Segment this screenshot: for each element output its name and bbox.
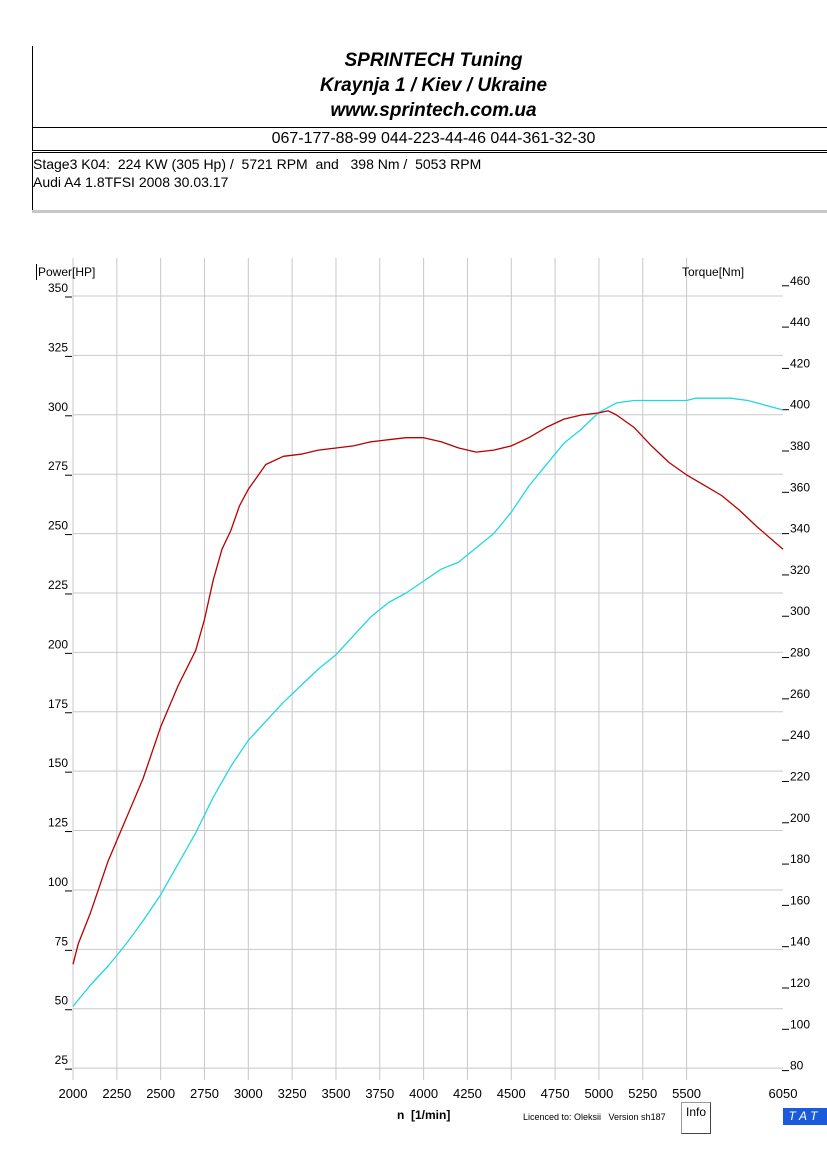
y-right-tick-label: 200 [790,811,810,825]
run-summary: Stage3 K04: 224 KW (305 Hp) / 5721 RPM a… [33,156,482,172]
y-right-tick-label: 180 [790,852,810,866]
x-tick-label: 6050 [769,1086,798,1101]
info-left-border [32,152,33,210]
y-right-tick-label: 300 [790,604,810,618]
address-line: Kraynja 1 / Kiev / Ukraine [319,75,548,96]
x-tick-label: 4500 [497,1086,526,1101]
y-right-tick-label: 380 [790,439,810,453]
y-left-tick-label: 350 [48,281,68,295]
y-axis-right-title: Torque[Nm] [682,265,745,279]
vehicle-info: Audi A4 1.8TFSI 2008 30.03.17 [33,174,229,190]
x-tick-label: 5250 [628,1086,657,1101]
power-curve-line [72,397,784,1007]
y-right-tick-label: 320 [790,563,810,577]
y-right-tick-label: 100 [790,1017,810,1031]
header-separator-top [32,127,827,128]
tat-badge: TAT [783,1108,827,1125]
x-tick-label: 3250 [278,1086,307,1101]
y-axis-left-title-marker [36,264,37,280]
y-right-tick-label: 340 [790,522,810,536]
y-left-tick-label: 125 [48,816,68,830]
y-axis-left-title: Power[HP] [38,265,96,279]
y-right-tick-label: 140 [790,935,810,949]
y-right-tick-label: 120 [790,976,810,990]
y-right-tick-label: 160 [790,893,810,907]
torque-curve-line [72,410,784,965]
info-button[interactable]: Info [681,1102,711,1134]
header-separator-mid [32,150,827,151]
y-left-tick-label: 200 [48,637,68,651]
header-left-border [32,46,33,128]
y-left-tick-label: 150 [48,756,68,770]
x-tick-label: 4250 [453,1086,482,1101]
y-right-tick-label: 260 [790,687,810,701]
y-left-tick-label: 275 [48,459,68,473]
grid-layer [72,258,783,1080]
x-tick-label: 3000 [234,1086,263,1101]
x-tick-label: 5000 [584,1086,613,1101]
y-right-tick-label: 240 [790,728,810,742]
y-right-tick-label: 460 [790,274,810,288]
x-tick-label: 2000 [59,1086,88,1101]
y-right-tick-label: 400 [790,398,810,412]
x-axis-title: n [1/min] [397,1108,451,1122]
y-right-tick-label: 360 [790,480,810,494]
phone-numbers: 067-177-88-99 044-223-44-46 044-361-32-3… [271,130,596,147]
y-left-tick-label: 250 [48,519,68,533]
tick-layer: 2000 2250 2500 2750 3000 3250 3500 3750 4000 4250… [48,274,810,1101]
company-title: SPRINTECH Tuning [344,50,523,71]
x-tick-label: 4750 [541,1086,570,1101]
license-text: Licenced to: Oleksii Version sh187 [523,1112,666,1122]
x-tick-label: 4000 [409,1086,438,1101]
y-left-tick-label: 225 [48,578,68,592]
header-separator-bottom [32,210,827,213]
x-tick-label: 5500 [672,1086,701,1101]
phones-left-border [32,128,33,150]
y-right-tick-label: 280 [790,646,810,660]
x-tick-label: 2250 [102,1086,131,1101]
y-left-tick-label: 75 [55,934,69,948]
series-layer [72,397,784,1007]
y-left-tick-label: 175 [48,697,68,711]
y-right-tick-label: 440 [790,315,810,329]
y-left-tick-label: 325 [48,340,68,354]
x-tick-label: 2750 [190,1086,219,1101]
y-right-tick-label: 220 [790,769,810,783]
y-left-tick-label: 25 [55,1053,69,1067]
x-tick-label: 2500 [146,1086,175,1101]
header-separator-mid2 [32,152,827,153]
y-left-tick-label: 50 [55,994,69,1008]
y-right-tick-label: 80 [790,1059,804,1073]
y-left-tick-label: 100 [48,875,68,889]
x-tick-label: 3500 [322,1086,351,1101]
y-right-tick-label: 420 [790,356,810,370]
y-left-tick-label: 300 [48,400,68,414]
x-tick-label: 3750 [365,1086,394,1101]
website-line: www.sprintech.com.ua [330,100,537,121]
